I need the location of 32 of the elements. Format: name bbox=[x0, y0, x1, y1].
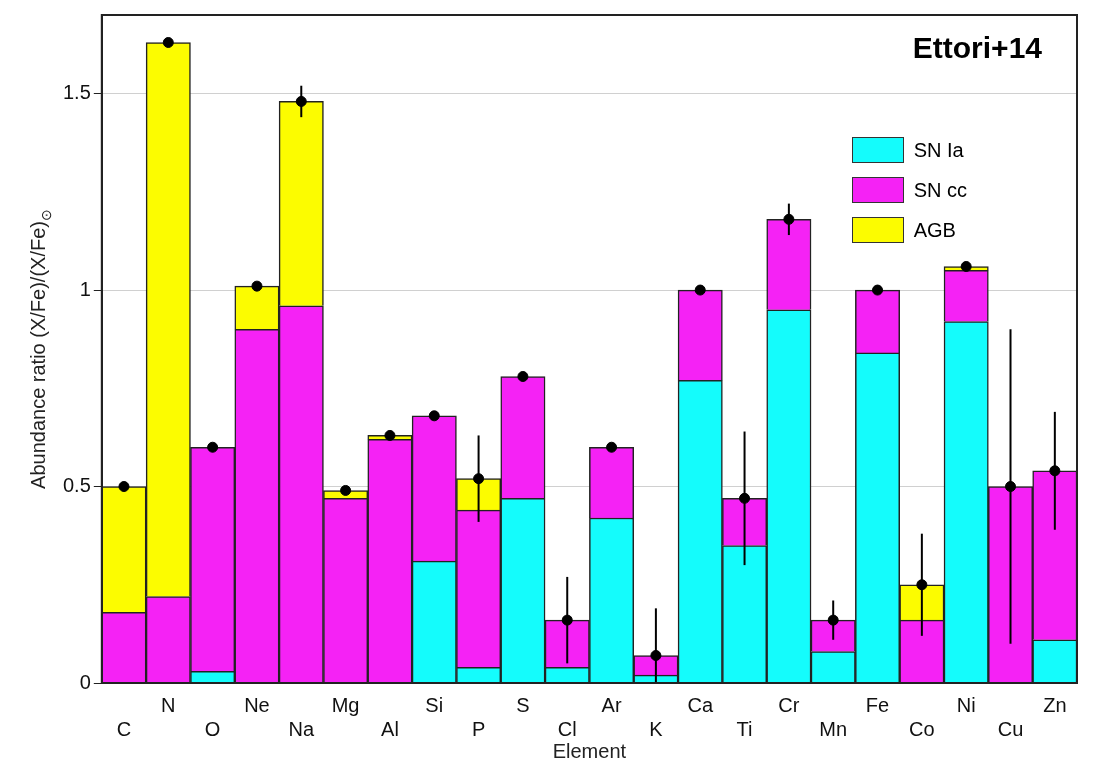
y-tick-label: 0 bbox=[79, 670, 91, 693]
x-tick-label: Fe bbox=[865, 693, 890, 716]
x-tick-label: P bbox=[471, 717, 486, 740]
y-axis-title: Abundance ratio (X/Fe)/(X/Fe)⊙ bbox=[27, 209, 54, 489]
annotation: Ettori+14 bbox=[912, 31, 1043, 65]
x-tick-label: Cr bbox=[778, 693, 800, 716]
legend-label: AGB bbox=[913, 218, 956, 242]
x-tick-label: S bbox=[516, 693, 530, 716]
x-tick-label: Mg bbox=[331, 693, 360, 716]
x-tick-label: Si bbox=[425, 693, 444, 716]
x-tick-label: Ar bbox=[601, 693, 622, 716]
x-tick-label: N bbox=[161, 693, 176, 716]
legend-label: SN Ia bbox=[913, 138, 964, 162]
x-tick-label: Cl bbox=[557, 717, 577, 740]
x-tick-label: Ni bbox=[956, 693, 976, 716]
x-tick-label: K bbox=[649, 717, 664, 740]
legend-label: SN cc bbox=[913, 178, 967, 202]
x-tick-label: Ti bbox=[736, 717, 753, 740]
y-tick-label: 1 bbox=[79, 277, 91, 300]
x-tick-label: Ne bbox=[244, 693, 270, 716]
x-tick-label: O bbox=[204, 717, 221, 740]
x-tick-label: Na bbox=[288, 717, 315, 740]
y-tick-label: 0.5 bbox=[62, 474, 91, 497]
x-tick-label: Zn bbox=[1043, 693, 1067, 716]
x-axis-title: Element bbox=[552, 740, 627, 762]
x-tick-label: Al bbox=[381, 717, 399, 740]
x-tick-label: Cu bbox=[997, 717, 1024, 740]
x-tick-label: Co bbox=[909, 717, 935, 740]
x-tick-label: Ca bbox=[687, 693, 714, 716]
x-tick-label: Mn bbox=[819, 717, 848, 740]
x-tick-label: C bbox=[116, 717, 132, 740]
y-tick-label: 1.5 bbox=[62, 81, 91, 104]
